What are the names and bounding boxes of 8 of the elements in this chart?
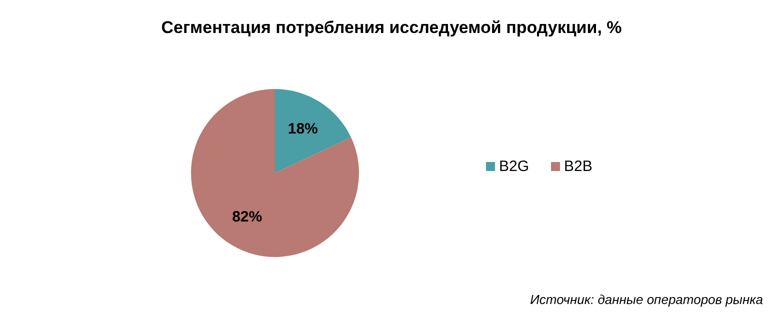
data-label: 82% [232, 208, 262, 226]
legend-label: B2B [564, 158, 592, 175]
pie-slice [191, 89, 359, 257]
text: Источник: данные операторов рынка [530, 292, 763, 307]
legend-label: B2G [499, 158, 530, 175]
data-label: 18% [288, 120, 318, 138]
pie-slice [275, 89, 352, 173]
chart-title: Сегментация потребления исследуемой продукции, % [160, 18, 623, 38]
